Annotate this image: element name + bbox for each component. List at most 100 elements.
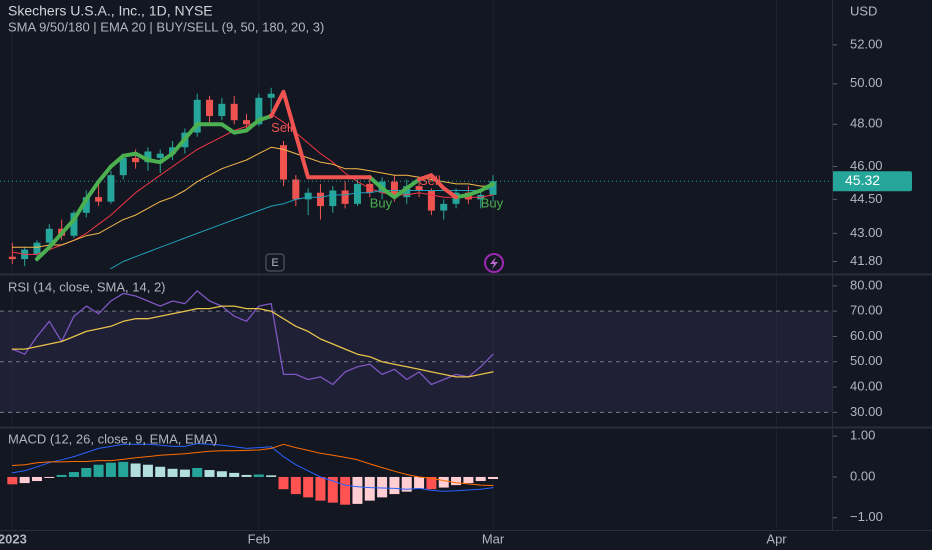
histogram-bar: [438, 476, 449, 488]
candle-body: [144, 151, 152, 163]
candle-body: [403, 186, 411, 198]
rsi-line: [11, 290, 494, 386]
histogram-bar: [204, 470, 215, 477]
last-price-box: [832, 171, 912, 192]
x-tick-label: 2023: [0, 531, 27, 546]
y-tick-label: 52.00: [850, 36, 883, 51]
histogram-bar: [7, 476, 18, 485]
candle-body: [267, 93, 275, 98]
histogram-bar: [229, 472, 240, 477]
candle-body: [341, 190, 349, 204]
histogram-bar: [68, 472, 79, 477]
signal-label: Buy: [481, 195, 504, 210]
candle-body: [8, 256, 16, 260]
currency-label: USD: [850, 3, 877, 18]
signal-label: Buy: [370, 195, 393, 210]
event-bolt: [490, 257, 498, 269]
histogram-bar: [81, 467, 92, 477]
last-price-label: 45.32: [845, 172, 880, 188]
candle-body: [218, 103, 226, 117]
histogram-bar: [340, 476, 351, 505]
histogram-bar: [142, 464, 153, 477]
histogram-bar: [19, 476, 30, 484]
indicator-line: [454, 181, 495, 200]
y-tick-label: 46.00: [850, 158, 883, 173]
histogram-bar: [352, 476, 363, 504]
candle-body: [107, 175, 115, 202]
candle-body: [329, 190, 337, 207]
candle-body: [390, 181, 398, 198]
histogram-bar: [401, 476, 412, 492]
candle-body: [440, 203, 448, 211]
indicator-line: [110, 187, 494, 270]
histogram-bar: [241, 474, 252, 477]
y-tick-label: 41.80: [850, 253, 883, 268]
histogram-bar: [44, 476, 55, 478]
histogram-bar: [327, 476, 338, 503]
candle-body: [70, 212, 78, 236]
candle-body: [169, 147, 177, 154]
candle-body: [132, 157, 140, 163]
y-tick-label: 70.00: [850, 303, 883, 318]
histogram-bar: [475, 476, 486, 482]
histogram-bar: [377, 476, 388, 498]
candle-body: [45, 228, 53, 243]
candle-body: [304, 192, 312, 200]
y-tick-label: 50.00: [850, 75, 883, 90]
y-tick-label: 40.00: [850, 378, 883, 393]
rsi-title: RSI (14, close, SMA, 14, 2): [8, 279, 166, 294]
candle-body: [95, 197, 103, 202]
y-tick-label: 43.00: [850, 225, 883, 240]
histogram-bar: [31, 476, 42, 482]
candle-body: [255, 97, 263, 125]
event-circle: [484, 253, 504, 273]
histogram-bar: [179, 469, 190, 477]
candle-body: [427, 190, 435, 211]
x-tick-label: Feb: [248, 531, 270, 546]
histogram-bar: [266, 475, 277, 477]
histogram-bar: [389, 476, 400, 495]
histogram-bar: [426, 476, 437, 490]
histogram-bar: [303, 476, 314, 498]
candle-body: [119, 157, 127, 176]
candle-body: [279, 145, 287, 180]
earnings-mark: E: [271, 257, 278, 269]
histogram-bar: [488, 476, 499, 479]
macd-title: MACD (12, 26, close, 9, EMA, EMA): [8, 431, 218, 446]
candle-body: [33, 242, 41, 255]
signal-label: Sell: [271, 120, 293, 135]
dividend-icon[interactable]: [484, 253, 504, 273]
histogram-bar: [155, 466, 166, 477]
candle-body: [230, 103, 238, 121]
histogram-bar: [105, 462, 116, 477]
histogram-bar: [56, 474, 67, 477]
y-tick-label: 50.00: [850, 353, 883, 368]
indicator-line: [417, 173, 459, 200]
histogram-bar: [93, 464, 104, 477]
histogram-bar: [414, 476, 425, 489]
y-tick-label: 1.00: [850, 428, 875, 443]
histogram-bar: [253, 474, 264, 477]
histogram-bar: [278, 476, 289, 490]
histogram-bar: [118, 461, 129, 477]
histogram-bar: [130, 463, 141, 477]
x-tick-label: Mar: [482, 531, 505, 546]
candle-body: [243, 120, 251, 125]
indicator-legend: SMA 9/50/180 | EMA 20 | BUY/SELL (9, 50,…: [8, 19, 324, 34]
x-tick-label: Apr: [766, 531, 787, 546]
histogram-bar: [463, 476, 474, 484]
plot-layer: 2023 Feb Mar Apr 52.00 50.00 48.00 46.00 44.50 43…: [0, 0, 912, 546]
earnings-icon[interactable]: E: [265, 253, 285, 272]
candle-body: [415, 186, 423, 191]
y-tick-label: 0.00: [850, 468, 875, 483]
histogram-bar: [451, 476, 462, 486]
y-tick-label: 60.00: [850, 328, 883, 343]
candle-body: [353, 183, 361, 204]
histogram-bar: [364, 476, 375, 501]
candle-body: [156, 153, 164, 158]
candle-body: [206, 99, 214, 117]
indicator-line: [367, 175, 422, 200]
histogram-bar: [167, 468, 178, 477]
